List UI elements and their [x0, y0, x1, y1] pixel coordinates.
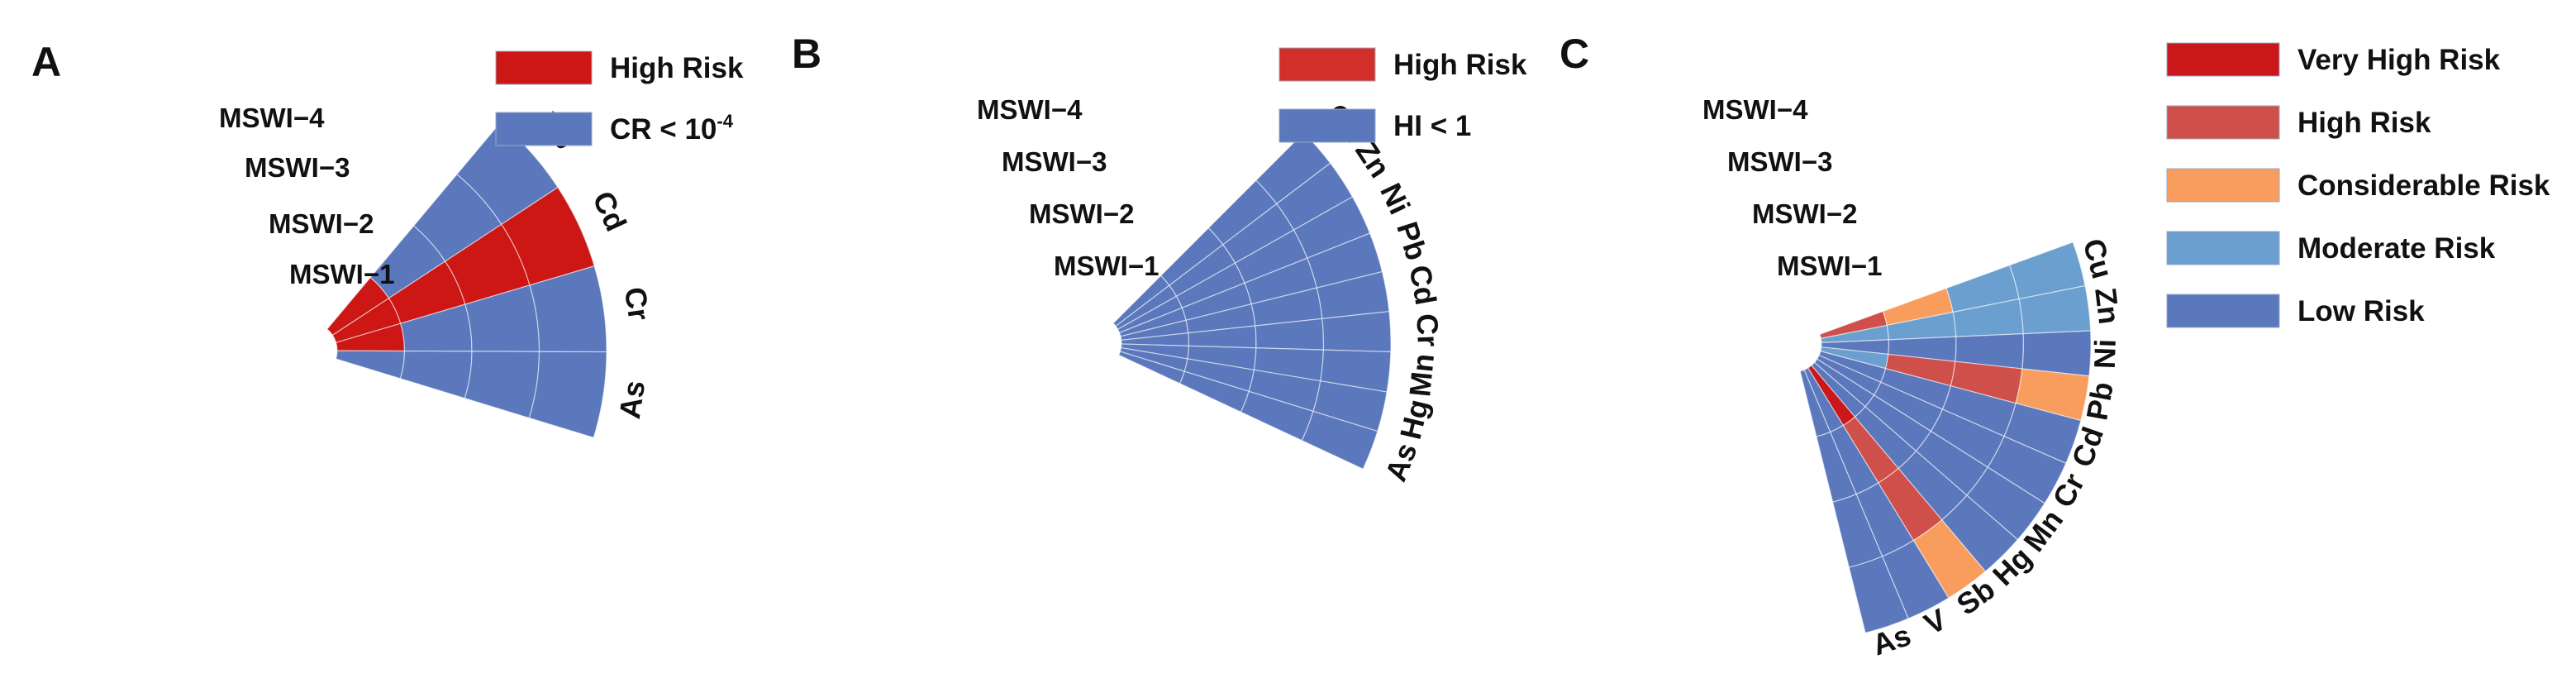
legend-label-1: High Risk — [1393, 49, 1527, 81]
sector-as-ring2 — [399, 350, 473, 399]
ring-label-4: MSWI−4 — [1702, 94, 1808, 125]
legend-label-2: High Risk — [2297, 107, 2431, 139]
category-label-cr: Cr — [618, 285, 656, 322]
sector-as-ring3 — [464, 351, 540, 419]
legend-label-2: CR < 10-4 — [610, 111, 734, 146]
panel-letter: A — [31, 39, 61, 85]
ring-label-4: MSWI−4 — [977, 94, 1083, 125]
sector-cr-ring4 — [1321, 311, 1392, 353]
legend-swatch-1 — [2166, 42, 2280, 77]
legend-swatch-4 — [2166, 231, 2280, 265]
panel-b: BCuZnNiPbCdCrMnHgAsMSWI−1MSWI−2MSWI−3MSW… — [792, 31, 1527, 486]
category-label-pb: Pb — [1390, 217, 1434, 264]
legend-label-1: Very High Risk — [2297, 44, 2501, 76]
sector-as-ring4 — [528, 351, 607, 439]
category-label-ni: Ni — [1374, 178, 1417, 219]
category-label-mn: Mn — [1402, 352, 1440, 399]
sector-as-ring4 — [1301, 410, 1378, 470]
ring-label-1: MSWI−1 — [1777, 251, 1882, 281]
legend-label-2: HI < 1 — [1393, 110, 1471, 142]
ring-label-3: MSWI−3 — [1727, 146, 1832, 177]
category-label-cd: Cd — [586, 186, 633, 236]
panel-letter: B — [792, 31, 821, 77]
legend-swatch-2 — [495, 112, 593, 146]
sector-ni-ring4 — [2021, 330, 2092, 377]
ring-label-1: MSWI−1 — [1054, 251, 1159, 281]
category-label-pb: Pb — [2079, 380, 2120, 423]
ring-label-3: MSWI−3 — [245, 152, 350, 183]
ring-label-3: MSWI−3 — [1002, 146, 1107, 177]
category-label-zn: Zn — [2088, 286, 2126, 327]
ring-label-2: MSWI−2 — [1029, 198, 1134, 229]
legend-swatch-2 — [1278, 108, 1376, 143]
legend-label-superscript: -4 — [717, 111, 733, 131]
sector-as-ring4 — [1848, 556, 1909, 634]
category-label-ni: Ni — [2088, 338, 2122, 369]
ring-label-2: MSWI−2 — [1752, 198, 1857, 229]
legend-label-4: Moderate Risk — [2297, 232, 2496, 265]
category-label-as: As — [1378, 438, 1424, 486]
category-label-cr: Cr — [1410, 313, 1445, 348]
ring-label-2: MSWI−2 — [269, 208, 374, 239]
panel-letter: C — [1559, 31, 1589, 77]
panel-c: CCuZnNiPbCdCrMnHgSbVAsMSWI−1MSWI−2MSWI−3… — [1559, 31, 2550, 662]
category-label-v: V — [1919, 602, 1952, 641]
legend-label-1: High Risk — [610, 52, 744, 84]
legend-swatch-1 — [1278, 47, 1376, 82]
ring-label-1: MSWI−1 — [289, 259, 394, 289]
category-label-hg: Hg — [1393, 396, 1436, 442]
legend-swatch-1 — [495, 50, 593, 85]
legend-label-3: Considerable Risk — [2297, 170, 2550, 202]
category-label-cd: Cd — [1402, 262, 1443, 307]
ring-label-4: MSWI−4 — [219, 103, 325, 133]
sector-as-ring1 — [335, 350, 406, 380]
legend-label-5: Low Risk — [2297, 295, 2425, 327]
legend-swatch-3 — [2166, 168, 2280, 203]
category-label-as: As — [612, 378, 651, 421]
legend-swatch-5 — [2166, 294, 2280, 328]
legend-swatch-2 — [2166, 105, 2280, 140]
